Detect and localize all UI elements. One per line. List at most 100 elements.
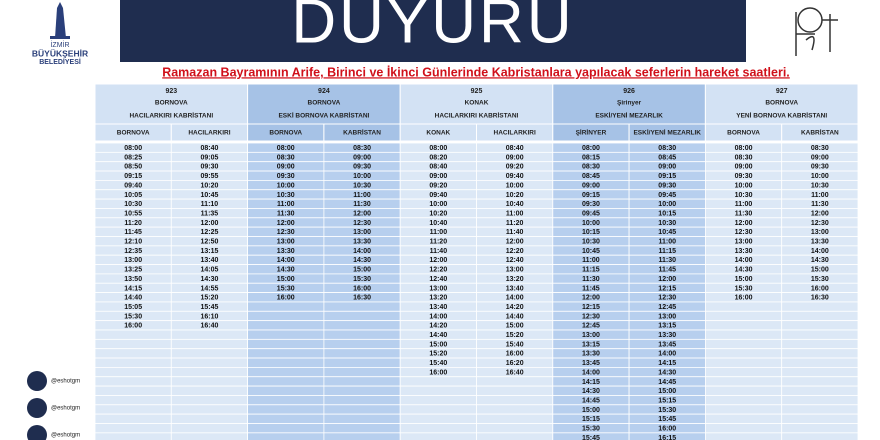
- departure-time: 11:30: [735, 210, 753, 217]
- departure-time: 10:45: [582, 248, 600, 255]
- departure-time: 08:00: [277, 145, 295, 152]
- column-header: BORNOVA: [269, 130, 302, 137]
- departure-time: 14:30: [735, 267, 753, 274]
- monogram-shape: [795, 12, 838, 56]
- time-cell: [781, 404, 859, 415]
- departure-time: 16:20: [506, 360, 524, 367]
- departure-time: 11:10: [201, 201, 219, 208]
- departure-time: 11:15: [658, 248, 676, 255]
- departure-time: 11:00: [735, 201, 753, 208]
- departure-time: 12:10: [124, 239, 142, 246]
- time-cell: [323, 320, 401, 331]
- departure-time: 11:20: [430, 239, 448, 246]
- social-handle[interactable]: @eshotgm: [51, 433, 80, 439]
- time-cell: [781, 348, 859, 359]
- departure-time: 13:50: [124, 276, 142, 283]
- departure-time: 12:25: [200, 229, 218, 236]
- departure-time: 10:00: [429, 201, 447, 208]
- social-icon[interactable]: [27, 425, 47, 440]
- time-cell: [705, 366, 783, 378]
- departure-time: 12:45: [582, 323, 600, 330]
- route-number: 925: [471, 88, 483, 95]
- departure-time: 12:40: [506, 257, 524, 264]
- departure-time: 09:00: [429, 173, 447, 180]
- route-to: HACILARKIRI KABRİSTANI: [435, 112, 519, 120]
- departure-time: 15:30: [735, 285, 753, 292]
- time-cell: [781, 357, 859, 368]
- time-cell: [323, 338, 401, 350]
- departure-time: 13:00: [506, 267, 524, 274]
- departure-time: 08:45: [658, 154, 676, 161]
- departure-time: 15:40: [506, 341, 524, 348]
- departure-time: 09:30: [658, 182, 676, 189]
- departure-time: 13:00: [124, 257, 142, 264]
- departure-time: 09:00: [735, 164, 753, 171]
- time-cell: [476, 385, 554, 396]
- subtitle: Ramazan Bayramının Arife, Birinci ve İki…: [162, 64, 790, 79]
- time-cell: [323, 376, 401, 387]
- time-cell: [705, 423, 783, 434]
- column-header: BORNOVA: [727, 130, 760, 137]
- departure-time: 10:00: [811, 173, 829, 180]
- departure-time: 13:00: [582, 332, 600, 339]
- departure-time: 12:30: [582, 313, 600, 320]
- departure-time: 09:05: [200, 154, 218, 161]
- departure-time: 14:20: [506, 304, 524, 311]
- departure-time: 14:00: [658, 351, 676, 358]
- departure-time: 14:00: [582, 369, 600, 376]
- departure-time: 12:30: [277, 229, 295, 236]
- banner: [120, 0, 746, 62]
- time-cell: [94, 395, 172, 406]
- departure-time: 13:25: [124, 267, 142, 274]
- route-header: [704, 83, 859, 125]
- time-cell: [323, 413, 401, 424]
- time-cell: [781, 329, 859, 340]
- departure-time: 09:00: [811, 154, 829, 161]
- time-cell: [247, 357, 325, 368]
- social-handle[interactable]: @eshotgm: [51, 406, 80, 412]
- time-cell: [705, 432, 783, 440]
- column-header-cell: [781, 123, 859, 142]
- departure-time: 16:40: [200, 323, 218, 330]
- departure-time: 08:30: [658, 145, 676, 152]
- route-number: 927: [776, 88, 788, 95]
- departure-time: 11:20: [506, 220, 524, 227]
- departure-time: 15:45: [658, 416, 676, 423]
- time-cell: [781, 376, 859, 387]
- route-from: Şirinyer: [617, 100, 642, 107]
- departure-time: 10:00: [506, 182, 524, 189]
- departure-time: 12:30: [735, 229, 753, 236]
- departure-time: 14:45: [582, 397, 600, 404]
- departure-time: 08:30: [735, 154, 753, 161]
- route-to: ESKİ/YENİ MEZARLIK: [595, 112, 663, 120]
- column-header: BORNOVA: [117, 130, 150, 137]
- departure-time: 11:00: [506, 210, 524, 217]
- time-cell: [94, 348, 172, 359]
- departure-time: 08:45: [582, 173, 600, 180]
- departure-time: 09:15: [658, 173, 676, 180]
- time-cell: [705, 357, 783, 368]
- departure-time: 16:00: [811, 285, 829, 292]
- departure-time: 16:15: [658, 435, 676, 440]
- social-handle[interactable]: @eshotgm: [51, 379, 80, 385]
- departure-time: 10:30: [735, 192, 753, 199]
- departure-time: 15:45: [200, 304, 218, 311]
- departure-time: 10:00: [353, 173, 371, 180]
- departure-time: 15:00: [506, 323, 524, 330]
- departure-time: 14:05: [200, 267, 218, 274]
- time-cell: [170, 348, 249, 359]
- departure-time: 09:30: [200, 164, 218, 171]
- title: DUYURU: [291, 0, 574, 56]
- time-cell: [323, 357, 401, 368]
- social-icon[interactable]: [27, 371, 47, 391]
- departure-time: 10:15: [658, 210, 676, 217]
- departure-time: 11:35: [201, 210, 219, 217]
- time-cell: [247, 320, 325, 331]
- route-from: BORNOVA: [155, 100, 188, 107]
- departure-time: 15:15: [658, 397, 676, 404]
- social-icon[interactable]: [27, 398, 47, 418]
- time-cell: [94, 357, 172, 368]
- time-cell: [781, 432, 859, 440]
- time-cell: [323, 404, 401, 415]
